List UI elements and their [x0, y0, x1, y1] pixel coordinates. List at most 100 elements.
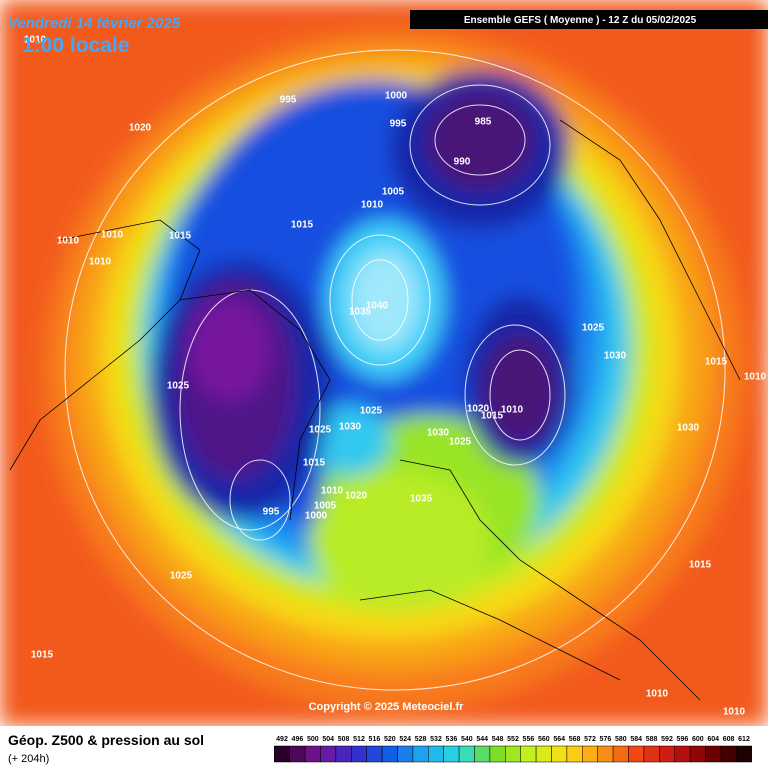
scale-label: 584 — [630, 736, 642, 743]
scale-label: 580 — [615, 736, 627, 743]
scale-swatch — [320, 745, 337, 763]
scale-label: 504 — [322, 736, 334, 743]
z500-field — [0, 0, 768, 726]
scale-label: 500 — [307, 736, 319, 743]
isobar-label: 985 — [475, 117, 492, 128]
scale-label: 524 — [399, 736, 411, 743]
isobar-label: 1010 — [646, 689, 669, 700]
scale-swatch — [428, 745, 444, 763]
isobar-label: 1015 — [705, 357, 728, 368]
isobar-label: 1020 — [467, 404, 490, 415]
scale-swatch — [628, 745, 645, 763]
isobar-label: 1000 — [385, 91, 408, 102]
isobar-label: 1010 — [723, 707, 746, 718]
isobar-label: 1005 — [314, 501, 337, 512]
run: Ensemble GEFS ( Moyenne ) - 12 Z du 05/0… — [464, 15, 697, 26]
scale-label: 528 — [415, 736, 427, 743]
scale-label: 600 — [692, 736, 704, 743]
isobar-label: 1010 — [744, 372, 767, 383]
scale-swatch — [705, 745, 722, 763]
isobar-label: 1025 — [360, 406, 383, 417]
scale-swatch — [304, 745, 321, 763]
isobar-label: 1015 — [689, 560, 712, 571]
scale-swatch — [643, 745, 660, 763]
scale-swatch — [551, 745, 568, 763]
isobar-label: 1010 — [361, 200, 384, 211]
scale-swatch — [612, 745, 629, 763]
scale-swatch — [520, 745, 537, 763]
scale-swatch — [505, 745, 521, 763]
scale-swatch — [674, 745, 691, 763]
isobar-label: 1030 — [604, 351, 627, 362]
scale-label: 496 — [292, 736, 304, 743]
isobars — [64, 49, 726, 691]
isobar-label: 1010 — [89, 257, 112, 268]
scale-label: 536 — [446, 736, 458, 743]
scale-label: 576 — [600, 736, 612, 743]
isobar-label: 1030 — [427, 428, 450, 439]
isobar-label: 1035 — [349, 307, 372, 318]
isobar-label: 1025 — [170, 571, 193, 582]
isobar-label: 1030 — [339, 422, 362, 433]
isobar-label: 995 — [390, 119, 407, 130]
isobar-label: 1000 — [305, 511, 328, 522]
scale-swatch — [582, 745, 598, 763]
scale-label: 516 — [369, 736, 381, 743]
scale-swatch — [289, 745, 306, 763]
isobar-label: 1010 — [24, 35, 47, 46]
scale-swatch — [535, 745, 552, 763]
isobar-label: 1020 — [129, 123, 152, 134]
isobar-label: 1005 — [382, 187, 405, 198]
scale-swatch — [736, 745, 752, 763]
scale-label: 512 — [353, 736, 365, 743]
scale-swatch — [351, 745, 367, 763]
scale-label: 612 — [738, 736, 750, 743]
footer-title: Géop. Z500 & pression au sol — [8, 732, 204, 748]
isobar-label: 1010 — [501, 405, 524, 416]
scale-swatch — [381, 745, 398, 763]
scale-swatch — [474, 745, 491, 763]
isobar-label: 1010 — [101, 230, 124, 241]
scale-label: 520 — [384, 736, 396, 743]
isobar-label: 1015 — [291, 220, 314, 231]
scale-label: 568 — [569, 736, 581, 743]
scale-label: 596 — [677, 736, 689, 743]
isobar-label: 1025 — [167, 381, 190, 392]
scale-swatch — [397, 745, 414, 763]
isobar-label: 1030 — [677, 423, 700, 434]
time: 1:00 locale — [22, 34, 129, 57]
isobar-label: 1015 — [481, 411, 504, 422]
scale-swatch — [458, 745, 475, 763]
scale-swatch — [412, 745, 429, 763]
isobar-label: 1010 — [321, 486, 344, 497]
scale-label: 572 — [584, 736, 596, 743]
scale-label: 604 — [707, 736, 719, 743]
scale-swatch — [720, 745, 737, 763]
isobar-label: 1040 — [366, 301, 389, 312]
scale-label: 508 — [338, 736, 350, 743]
scale-label: 532 — [430, 736, 442, 743]
footer-lead: (+ 204h) — [8, 753, 49, 765]
isobar-label: 1035 — [410, 494, 433, 505]
scale-label: 588 — [646, 736, 658, 743]
scale-label: 608 — [723, 736, 735, 743]
coastlines — [9, 119, 741, 701]
scale-swatch — [489, 745, 506, 763]
scale-label: 492 — [276, 736, 288, 743]
scale-label: 544 — [476, 736, 488, 743]
scale-label: 540 — [461, 736, 473, 743]
date: Vendredi 14 février 2025 — [8, 15, 181, 32]
isobar-label: 990 — [454, 157, 471, 168]
scale-swatch — [335, 745, 352, 763]
isobar-label: 1015 — [31, 650, 54, 661]
scale-label: 548 — [492, 736, 504, 743]
isobar-label: 995 — [263, 507, 280, 518]
scale-swatch — [443, 745, 460, 763]
isobar-label: 1020 — [345, 491, 368, 502]
scale-label: 552 — [507, 736, 519, 743]
isobar-label: 1015 — [303, 458, 326, 469]
isobar-label: 1025 — [582, 323, 605, 334]
run-box — [410, 10, 768, 29]
